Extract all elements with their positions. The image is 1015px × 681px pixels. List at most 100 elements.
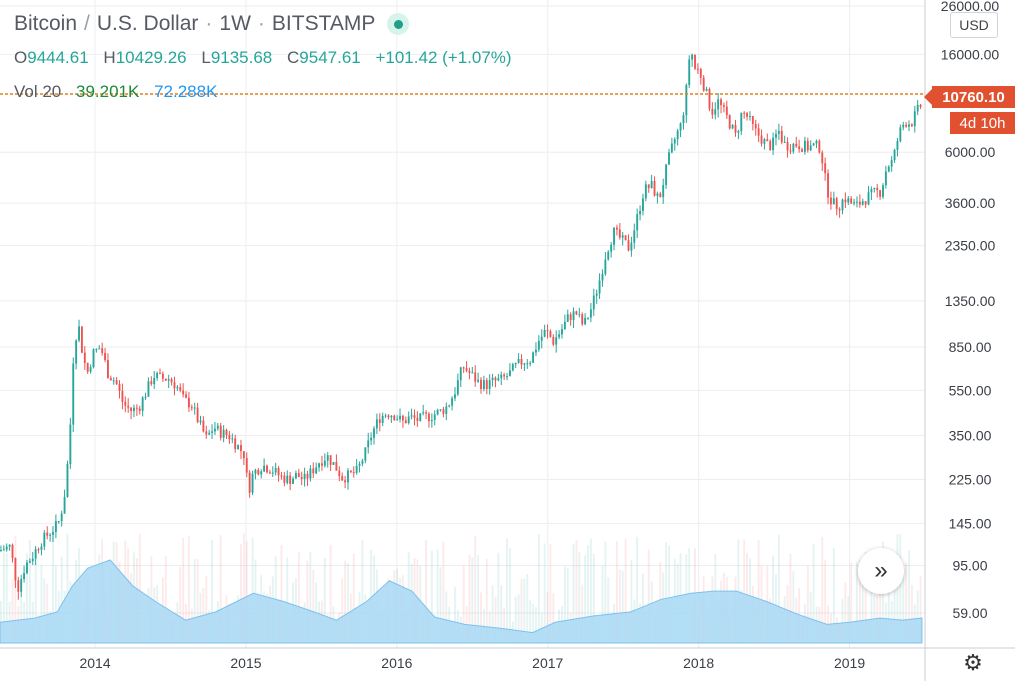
candle-body [575, 311, 578, 315]
candle-body [283, 475, 286, 483]
candle-body [636, 214, 639, 231]
volume-bar [46, 583, 49, 643]
candle-body [720, 99, 722, 106]
candle-body [399, 415, 401, 420]
time-tick-label: 2017 [532, 655, 563, 671]
candle-body [393, 415, 396, 421]
candle-body [861, 201, 864, 205]
volume-bar [370, 549, 373, 643]
volume-bar [323, 557, 326, 643]
candle-body [757, 128, 760, 136]
candle-body [20, 579, 23, 592]
candle-body [537, 340, 540, 350]
candle-body [419, 413, 422, 421]
candle-body [835, 198, 838, 209]
symbol-legend[interactable]: Bitcoin / U.S. Dollar · 1W · BITSTAMP [14, 12, 410, 36]
title-dot-2: · [257, 12, 265, 35]
volume-bar [286, 557, 289, 643]
candle-body [772, 137, 775, 150]
candle-body [517, 358, 520, 363]
candle-body [549, 331, 552, 337]
settings-gear-icon[interactable]: ⚙ [963, 650, 983, 675]
currency-button[interactable]: USD [950, 12, 998, 38]
candle-body [910, 124, 913, 127]
candle-body [46, 532, 49, 536]
candle-body [358, 463, 361, 466]
candle-body [242, 451, 245, 459]
candle-body [187, 397, 190, 408]
candle-body [668, 152, 670, 165]
volume-bar [306, 560, 309, 643]
candle-body [818, 140, 821, 153]
candle-body [98, 348, 101, 350]
volume-bar [454, 586, 456, 643]
symbol-name: Bitcoin [14, 12, 78, 35]
candle-body [234, 438, 237, 450]
candle-body [387, 415, 390, 418]
candle-body [254, 469, 257, 474]
volume-bar [792, 571, 795, 643]
candle-body [546, 329, 549, 332]
candle-body [176, 387, 179, 389]
volume-bar [607, 577, 610, 643]
candle-body [728, 115, 731, 129]
volume-bar [468, 554, 471, 643]
candle-body [853, 202, 856, 204]
volume-bar [193, 559, 196, 643]
volume-bar [526, 574, 529, 643]
volume-bar [601, 565, 604, 643]
volume-bar [537, 534, 540, 643]
candle-body [367, 440, 370, 448]
price-tick-label: 16000.00 [941, 46, 1000, 62]
candle-body [445, 406, 448, 414]
candle-body [870, 189, 873, 193]
volume-legend[interactable]: Vol 20 39.201K 72.288K [14, 82, 217, 102]
candle-body [740, 112, 743, 132]
volume-bar [636, 536, 639, 643]
candle-body [717, 99, 720, 110]
volume-bar [549, 544, 552, 643]
candle-body [80, 326, 83, 353]
volume-bar [824, 560, 827, 643]
price-tick-label: 1350.00 [945, 293, 996, 309]
candle-body [624, 235, 627, 241]
price-tick-label: 350.00 [949, 427, 992, 443]
interval-label[interactable]: 1W [219, 12, 251, 35]
candle-body [456, 380, 459, 395]
low-label: L [201, 48, 211, 67]
candle-body [694, 54, 696, 69]
candle-body [69, 424, 72, 465]
candle-body [101, 348, 104, 353]
candle-body [801, 149, 803, 152]
candle-body [335, 462, 338, 471]
candle-body [271, 472, 274, 474]
scroll-right-icon[interactable]: » [858, 548, 904, 594]
volume-bar [737, 539, 740, 643]
volume-bar [879, 577, 882, 643]
candle-body [34, 549, 37, 559]
volume-bar [850, 562, 853, 643]
candle-body [595, 293, 598, 296]
candle-body [228, 435, 231, 440]
candle-body [373, 428, 375, 438]
volume-bar [630, 560, 633, 643]
volume-bar [668, 546, 670, 643]
candle-body [318, 463, 321, 468]
candle-body [659, 193, 662, 198]
candle-body [520, 358, 523, 365]
volume-bar [905, 562, 908, 643]
candle-body [497, 378, 500, 381]
candle-body [656, 193, 659, 196]
candle-body [370, 437, 373, 441]
candle-body [439, 409, 442, 411]
candle-body [685, 84, 688, 116]
candle-body [401, 415, 404, 421]
candle-body [665, 164, 668, 185]
candle-body [543, 329, 546, 337]
candle-body [78, 326, 80, 341]
volume-bar [864, 551, 867, 643]
volume-bar [251, 537, 254, 643]
candle-body [135, 407, 138, 409]
volume-bar [514, 596, 517, 643]
